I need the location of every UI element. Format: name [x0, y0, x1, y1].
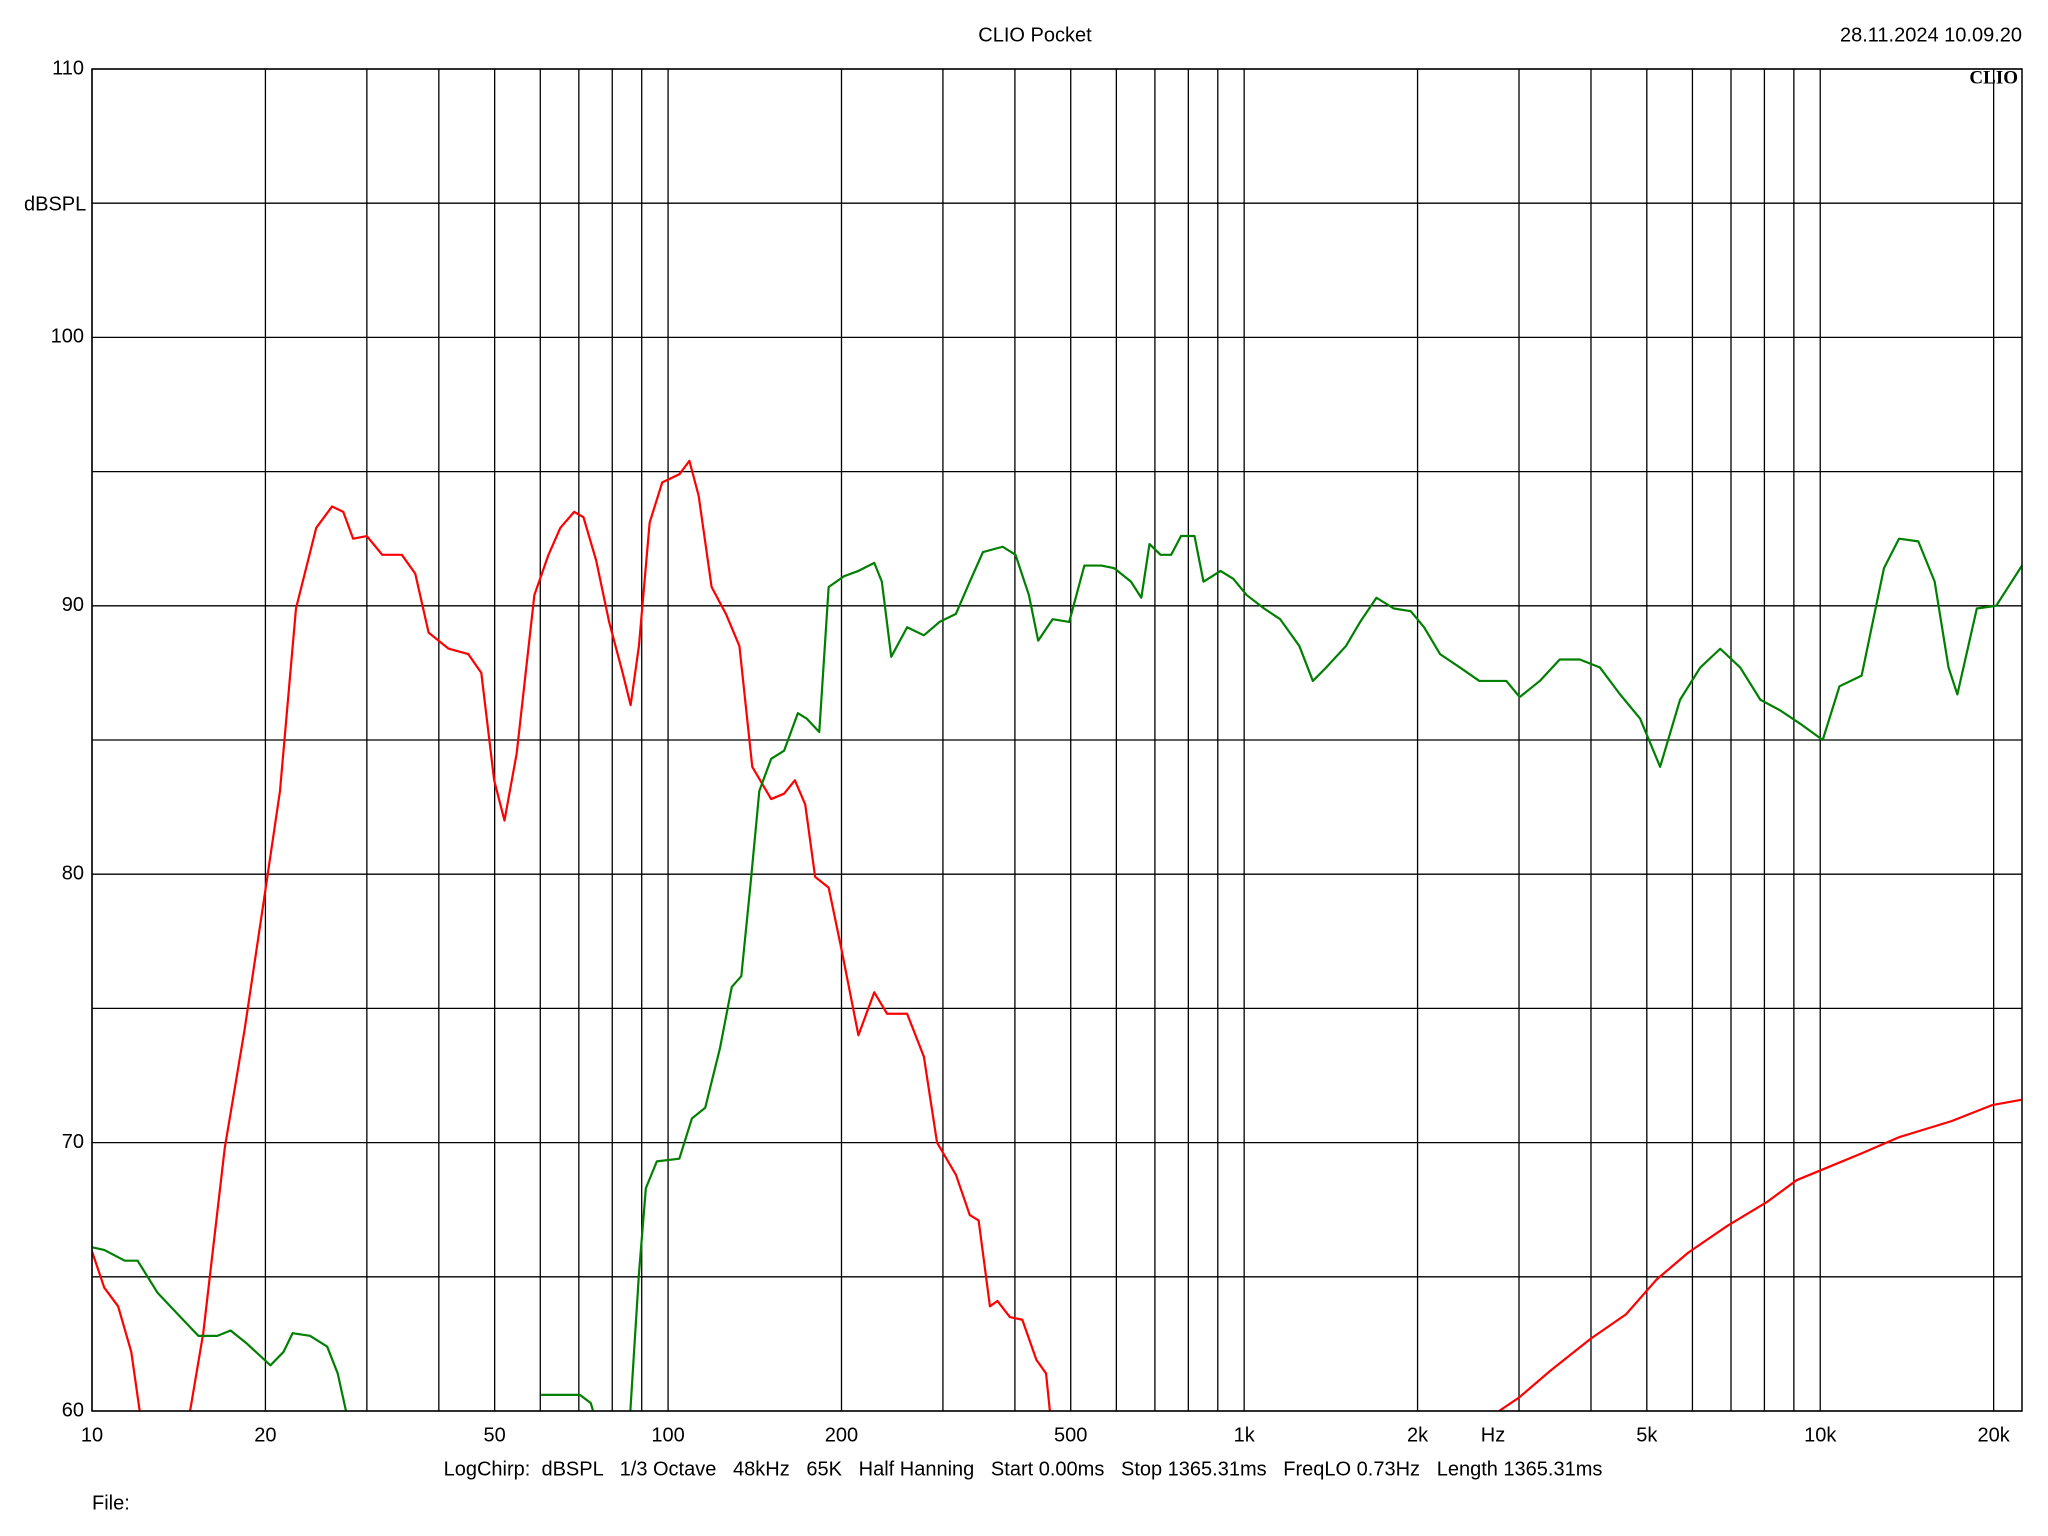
file-label: File:	[92, 1492, 130, 1514]
response-line	[92, 459, 2022, 1411]
y-axis-label: dBSPL	[24, 193, 86, 215]
response-line	[92, 534, 2022, 1411]
y-tick-label: 70	[62, 1131, 84, 1153]
x-tick-label: 200	[825, 1424, 858, 1446]
y-tick-label: 80	[62, 862, 84, 884]
x-tick-label: 20	[254, 1424, 276, 1446]
x-unit-label: Hz	[1481, 1424, 1505, 1446]
chart-title: CLIO Pocket	[978, 24, 1092, 46]
x-tick-label: 10k	[1804, 1424, 1837, 1446]
logo: CLIO	[1969, 67, 2018, 88]
x-tick-label: 100	[651, 1424, 684, 1446]
timestamp: 28.11.2024 10.09.20	[1840, 24, 2022, 46]
x-tick-label: 20k	[1978, 1424, 2011, 1446]
x-tick-label: 1k	[1234, 1424, 1256, 1446]
x-tick-label: 50	[484, 1424, 506, 1446]
y-tick-label: 60	[62, 1399, 84, 1421]
plot-area	[91, 68, 2022, 1412]
y-tick-label: 100	[51, 326, 84, 348]
y-tick-label: 90	[62, 594, 84, 616]
y-tick-label: 110	[52, 57, 84, 79]
x-tick-label: 10	[81, 1424, 103, 1446]
plot-frame	[91, 68, 2023, 1412]
x-tick-label: 500	[1054, 1424, 1087, 1446]
x-tick-label: 2k	[1407, 1424, 1429, 1446]
x-tick-label: 5k	[1636, 1424, 1658, 1446]
footer: LogChirp: dBSPL 1/3 Octave 48kHz 65K Hal…	[444, 1458, 1603, 1480]
